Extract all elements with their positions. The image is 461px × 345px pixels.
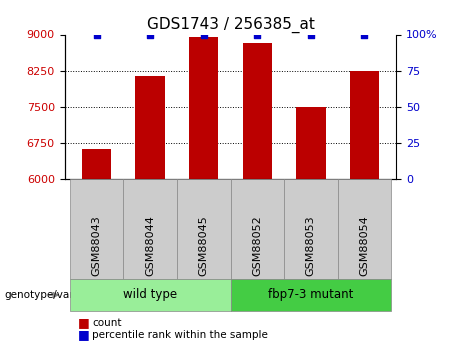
Point — [254, 32, 261, 38]
Text: GSM88053: GSM88053 — [306, 215, 316, 276]
Bar — [136, 76, 165, 179]
Text: fbp7-3 mutant: fbp7-3 mutant — [268, 288, 354, 302]
Text: genotype/variation: genotype/variation — [5, 290, 104, 300]
Point — [361, 32, 368, 38]
Point — [93, 33, 100, 38]
Bar — [349, 71, 379, 179]
Bar — [296, 107, 325, 179]
Text: GSM88054: GSM88054 — [359, 215, 369, 276]
Bar — [189, 37, 219, 179]
Text: count: count — [92, 318, 122, 327]
Text: ■: ■ — [78, 316, 90, 329]
Text: GSM88045: GSM88045 — [199, 215, 209, 276]
Text: ■: ■ — [78, 328, 90, 341]
Point — [147, 32, 154, 38]
Text: wild type: wild type — [123, 288, 177, 302]
Bar — [82, 149, 112, 179]
Text: percentile rank within the sample: percentile rank within the sample — [92, 330, 268, 339]
Text: GSM88052: GSM88052 — [252, 215, 262, 276]
Point — [200, 32, 207, 38]
Title: GDS1743 / 256385_at: GDS1743 / 256385_at — [147, 17, 314, 33]
Text: GSM88044: GSM88044 — [145, 215, 155, 276]
Bar — [242, 43, 272, 179]
Point — [307, 33, 314, 38]
Text: GSM88043: GSM88043 — [92, 215, 102, 276]
